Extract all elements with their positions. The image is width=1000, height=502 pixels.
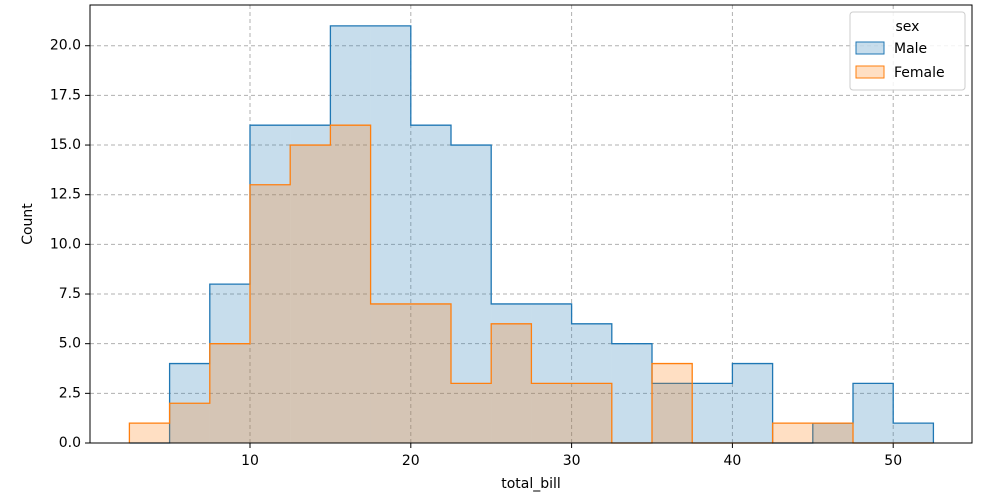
bar bbox=[652, 363, 693, 443]
y-tick-label: 2.5 bbox=[59, 385, 81, 401]
bar bbox=[169, 403, 210, 443]
bar bbox=[611, 343, 653, 443]
bar bbox=[451, 383, 492, 443]
plot-frame bbox=[89, 4, 973, 444]
bar bbox=[129, 423, 170, 443]
x-tick-label: 30 bbox=[563, 453, 581, 469]
bar bbox=[330, 25, 371, 443]
y-tick-label: 10.0 bbox=[50, 236, 81, 252]
bar bbox=[491, 323, 532, 443]
x-tick-label: 50 bbox=[884, 453, 902, 469]
bar bbox=[692, 383, 733, 443]
legend-title: sex bbox=[896, 19, 920, 35]
bar bbox=[531, 383, 572, 443]
bar bbox=[812, 423, 854, 443]
y-tick-label: 5.0 bbox=[59, 336, 81, 352]
x-tick-label: 40 bbox=[723, 453, 741, 469]
bar bbox=[772, 423, 813, 443]
legend-swatch bbox=[855, 65, 885, 79]
bar bbox=[410, 125, 452, 443]
legend-label: Male bbox=[894, 41, 927, 57]
y-tick-label: 15.0 bbox=[50, 137, 81, 153]
y-tick-label: 20.0 bbox=[50, 38, 81, 54]
legend-label: Female bbox=[894, 65, 945, 81]
bar bbox=[853, 383, 894, 443]
bar bbox=[209, 343, 250, 443]
bar bbox=[370, 25, 411, 443]
y-tick-label: 0.0 bbox=[59, 435, 81, 451]
bar bbox=[290, 145, 331, 443]
bar bbox=[571, 383, 612, 443]
bar bbox=[330, 125, 371, 443]
bar bbox=[209, 284, 250, 443]
bar bbox=[451, 145, 492, 443]
x-axis-label: total_bill bbox=[501, 476, 561, 492]
y-tick-label: 17.5 bbox=[50, 87, 81, 103]
bar bbox=[249, 125, 291, 443]
bar bbox=[812, 423, 854, 443]
y-tick-label: 7.5 bbox=[59, 286, 81, 302]
bar bbox=[652, 383, 693, 443]
bar bbox=[249, 184, 291, 443]
bar bbox=[410, 303, 452, 443]
bar bbox=[290, 125, 331, 443]
legend-swatch bbox=[855, 41, 885, 55]
y-axis-label: Count bbox=[20, 203, 36, 245]
legend-box bbox=[849, 11, 966, 91]
step-outline bbox=[128, 124, 934, 444]
bar bbox=[531, 303, 572, 443]
bar bbox=[732, 363, 773, 443]
x-tick-label: 20 bbox=[402, 453, 420, 469]
bar bbox=[370, 303, 411, 443]
bar bbox=[491, 303, 532, 443]
bar bbox=[893, 423, 934, 443]
x-tick-label: 10 bbox=[241, 453, 259, 469]
y-tick-label: 12.5 bbox=[50, 187, 81, 203]
